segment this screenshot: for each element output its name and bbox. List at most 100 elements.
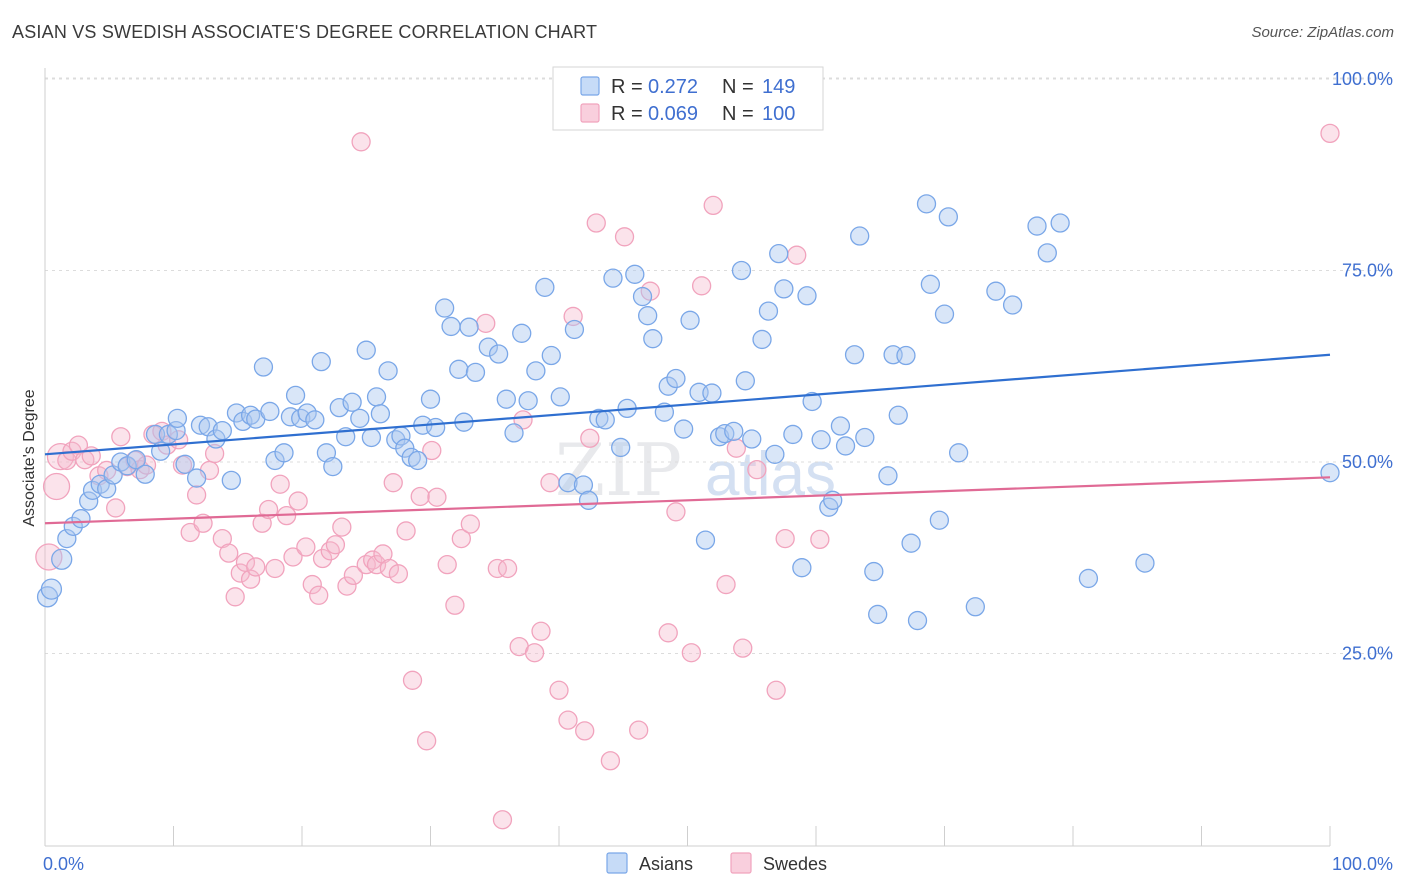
point-swedes-28 [225, 587, 245, 607]
point-swedes-92 [726, 438, 746, 458]
point-asians-81 [595, 410, 615, 430]
y-tick-label-25: 25.0% [1342, 644, 1393, 664]
point-asians-138 [1037, 243, 1057, 263]
point-swedes-82 [600, 751, 621, 771]
point-swedes-68 [487, 558, 507, 579]
point-asians-116 [835, 436, 856, 456]
point-asians-128 [916, 194, 937, 214]
point-asians-45 [342, 392, 362, 412]
x-tick-label-max: 100.0% [1332, 854, 1393, 874]
point-asians-3 [57, 528, 77, 549]
point-asians-70 [512, 323, 532, 343]
point-asians-21 [186, 468, 207, 488]
watermark-zip: ZIP [555, 428, 682, 512]
point-asians-25 [212, 420, 232, 441]
point-asians-109 [792, 558, 812, 578]
point-asians-39 [305, 410, 325, 430]
point-asians-115 [830, 416, 851, 436]
point-asians-58 [420, 389, 441, 409]
point-asians-105 [765, 444, 785, 464]
point-swedes-93 [733, 638, 753, 658]
point-asians-103 [752, 329, 772, 350]
trend-line-asians [44, 353, 1331, 456]
point-asians-135 [986, 281, 1006, 301]
point-swedes-69 [492, 810, 513, 830]
point-swedes-11 [111, 427, 131, 447]
point-asians-104 [758, 301, 779, 321]
point-asians-60 [434, 298, 455, 318]
point-swedes-60 [416, 731, 437, 751]
legend-n-label-asians: N = [722, 76, 754, 98]
point-asians-73 [535, 277, 555, 298]
chart-title: ASIAN VS SWEDISH ASSOCIATE'S DEGREE CORR… [12, 22, 598, 42]
series-swedes-points [35, 123, 1340, 830]
point-asians-86 [632, 286, 653, 307]
point-asians-76 [558, 473, 578, 493]
point-asians-59 [425, 417, 446, 438]
point-asians-74 [541, 345, 561, 366]
point-asians-134 [965, 597, 985, 617]
point-swedes-90 [703, 195, 723, 216]
point-asians-93 [680, 310, 700, 330]
point-asians-127 [907, 610, 928, 631]
point-asians-56 [407, 450, 428, 471]
y-tick-labels: 25.0% 50.0% 75.0% 100.0% [1332, 69, 1393, 664]
legend-r-label-asians: R = [611, 76, 643, 98]
point-asians-117 [844, 345, 865, 365]
point-swedes-10 [106, 498, 126, 518]
point-asians-38 [297, 403, 317, 423]
point-asians-110 [797, 286, 817, 306]
y-tick-label-75: 75.0% [1342, 261, 1393, 281]
point-asians-64 [459, 317, 479, 337]
point-swedes-54 [379, 558, 400, 579]
point-asians-140 [1078, 568, 1099, 589]
point-swedes-86 [658, 623, 678, 643]
point-swedes-88 [681, 643, 702, 663]
point-asians-119 [855, 427, 875, 448]
point-asians-88 [643, 329, 663, 349]
point-asians-79 [578, 490, 599, 510]
point-swedes-94 [747, 460, 767, 480]
point-asians-62 [449, 359, 469, 379]
series-legend: Asians Swedes [606, 852, 827, 874]
point-swedes-1 [42, 472, 71, 501]
point-asians-99 [724, 421, 744, 442]
point-swedes-87 [666, 502, 686, 522]
point-asians-50 [370, 404, 391, 424]
point-swedes-49 [351, 132, 371, 152]
point-asians-80 [589, 408, 609, 428]
legend-n-label-swedes: N = [722, 103, 754, 125]
point-asians-67 [488, 344, 509, 364]
point-asians-130 [929, 510, 950, 530]
point-asians-107 [774, 279, 794, 299]
point-swedes-56 [388, 564, 409, 584]
point-asians-106 [769, 243, 789, 264]
point-swedes-66 [460, 514, 480, 534]
point-swedes-67 [476, 313, 496, 334]
legend-r-value-asians: 0.272 [648, 76, 698, 98]
point-asians-19 [167, 408, 188, 428]
point-asians-85 [625, 264, 645, 284]
point-swedes-43 [312, 548, 333, 569]
point-asians-22 [190, 415, 211, 435]
point-swedes-95 [766, 680, 786, 700]
watermark: ZIP atlas [555, 428, 836, 512]
point-asians-101 [735, 371, 755, 391]
point-asians-96 [702, 383, 722, 403]
point-swedes-75 [540, 473, 560, 493]
point-asians-92 [673, 419, 694, 439]
point-asians-124 [888, 405, 908, 425]
point-asians-78 [573, 475, 594, 495]
point-asians-40 [311, 352, 331, 372]
point-swedes-45 [325, 535, 346, 555]
point-asians-137 [1027, 216, 1047, 236]
point-swedes-42 [309, 585, 329, 605]
point-asians-125 [896, 345, 916, 366]
x-tick-label-min: 0.0% [43, 854, 84, 874]
point-asians-95 [695, 530, 716, 550]
point-swedes-58 [402, 670, 423, 690]
point-swedes-70 [497, 558, 518, 579]
point-swedes-47 [337, 576, 357, 596]
point-swedes-98 [810, 529, 830, 550]
